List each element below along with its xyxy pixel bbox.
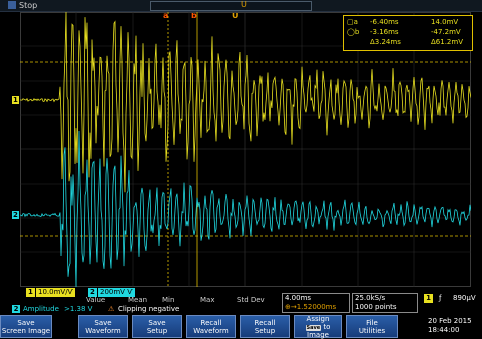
- save-key-icon: Save: [305, 324, 322, 331]
- cursor-readout-row: ◯b -3.16ms -47.2mV: [344, 27, 472, 37]
- trigger-position-marker: U: [241, 0, 247, 9]
- measurement-channel-badge: 2: [12, 305, 20, 313]
- acquisition-readout[interactable]: 25.0kS/s 1000 points: [352, 293, 418, 313]
- trigger-status-icon: [8, 1, 16, 9]
- time: 18:44:00: [428, 326, 460, 334]
- cursor-readout-row: Δ3.24ms Δ61.2mV: [344, 37, 472, 47]
- ch1-badge[interactable]: 1: [26, 288, 35, 297]
- ch2-badge[interactable]: 2: [88, 288, 97, 297]
- assign-save-button[interactable]: Assign Save to Image: [294, 314, 342, 339]
- ch2-ground-marker[interactable]: 2: [12, 211, 19, 219]
- save-waveform-button[interactable]: Save Waveform: [78, 315, 128, 338]
- cursor-a-time: -6.40ms: [370, 18, 399, 26]
- measurement-name: Amplitude: [23, 305, 59, 313]
- cursor-a-level: 14.0mV: [431, 18, 459, 26]
- softkey-label: Save: [17, 318, 35, 327]
- warning-icon: ⚠: [108, 305, 115, 313]
- rising-edge-icon: ƒ: [439, 294, 442, 302]
- softkey-label: Screen Image: [1, 326, 51, 335]
- ch1-scale-readout[interactable]: 10.0mV/Ѵ: [36, 288, 76, 297]
- record-length: 1000 points: [355, 303, 397, 311]
- save-screen-image-button[interactable]: Save Screen Image: [0, 315, 52, 338]
- softkey-label: File: [366, 318, 378, 327]
- cursor-delta-level: Δ61.2mV: [431, 38, 463, 46]
- record-view-strip[interactable]: [150, 1, 312, 11]
- header-min: Min: [162, 296, 175, 304]
- graticule: [20, 12, 471, 287]
- header-max: Max: [200, 296, 215, 304]
- cursor-a-tag[interactable]: a: [163, 11, 169, 20]
- measurement-row[interactable]: 2 Amplitude >1.38 V ⚠ Clipping negative: [12, 305, 280, 313]
- softkey-label: Image: [307, 330, 329, 339]
- header-mean: Mean: [128, 296, 148, 304]
- header-std-dev: Std Dev: [237, 296, 265, 304]
- softkey-label: Save: [148, 318, 166, 327]
- softkey-label: to: [323, 322, 331, 331]
- trigger-level: 890μV: [453, 294, 476, 302]
- horizontal-readout[interactable]: 4.00ms ⊕→1.52000ms: [282, 293, 350, 313]
- cursor-a-icon: ▢a: [347, 18, 358, 26]
- cursor-b-tag[interactable]: b: [191, 11, 197, 20]
- softkey-bar: Save Screen Image Save Waveform Save Set…: [0, 314, 482, 339]
- horizontal-delay: ⊕→1.52000ms: [285, 303, 337, 311]
- header-value: Value: [86, 296, 106, 304]
- trigger-readout[interactable]: 1 ƒ 890μV: [421, 293, 481, 304]
- softkey-label: Waveform: [193, 326, 229, 335]
- status-bar: Stop U: [0, 0, 482, 12]
- channel-scale-row: 1 10.0mV/Ѵ 2 200mV Ѵ: [0, 287, 482, 299]
- cursor-b-level: -47.2mV: [431, 28, 461, 36]
- softkey-label: Save: [94, 318, 112, 327]
- save-setup-button[interactable]: Save Setup: [132, 315, 182, 338]
- recall-waveform-button[interactable]: Recall Waveform: [186, 315, 236, 338]
- ch1-ground-marker[interactable]: 1: [12, 96, 19, 104]
- cursor-delta-time: Δ3.24ms: [370, 38, 401, 46]
- ch2-waveform: [20, 130, 471, 287]
- softkey-label: Recall: [200, 318, 222, 327]
- softkey-label: Waveform: [85, 326, 121, 335]
- cursor-lines: [20, 12, 471, 287]
- ch1-waveform: [20, 12, 471, 193]
- measurement-value: >1.38 V: [64, 305, 93, 313]
- expansion-point-tag: U: [232, 11, 239, 20]
- softkey-label: Setup: [254, 326, 276, 335]
- sample-rate: 25.0kS/s: [355, 294, 386, 302]
- time-per-div: 4.00ms: [285, 294, 312, 302]
- waveform-display: [20, 12, 471, 287]
- softkey-label: Setup: [146, 326, 168, 335]
- cursor-b-time: -3.16ms: [370, 28, 399, 36]
- softkey-label: Utilities: [358, 326, 386, 335]
- measurement-header: Value Mean Min Max Std Dev: [0, 296, 280, 305]
- recall-setup-button[interactable]: Recall Setup: [240, 315, 290, 338]
- trigger-source-badge: 1: [424, 294, 433, 303]
- date-time: 20 Feb 2015 18:44:00: [428, 317, 480, 337]
- measurement-warning: Clipping negative: [118, 305, 180, 313]
- softkey-label: Assign: [306, 314, 330, 323]
- cursor-readout: ▢a -6.40ms 14.0mV ◯b -3.16ms -47.2mV Δ3.…: [343, 15, 473, 51]
- file-utilities-button[interactable]: File Utilities: [346, 315, 398, 338]
- date: 20 Feb 2015: [428, 317, 472, 325]
- cursor-readout-row: ▢a -6.40ms 14.0mV: [344, 17, 472, 27]
- run-state-label: Stop: [19, 1, 38, 10]
- softkey-label: Recall: [254, 318, 276, 327]
- cursor-b-icon: ◯b: [347, 28, 360, 36]
- softkey-label: Save to: [295, 323, 341, 331]
- ch2-scale-readout[interactable]: 200mV Ѵ: [98, 288, 135, 297]
